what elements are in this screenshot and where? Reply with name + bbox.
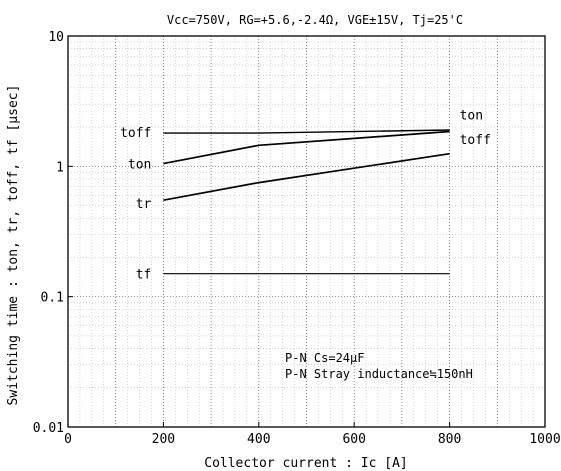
y-tick-label: 10 xyxy=(48,30,64,45)
x-tick-label: 600 xyxy=(342,432,365,447)
y-axis-ticks: 0.01 0.1 1 10 xyxy=(33,30,73,436)
annotation-cs: P-N Cs=24μF xyxy=(285,351,364,365)
y-tick-label: 0.01 xyxy=(33,421,64,436)
x-tick-label: 400 xyxy=(247,432,270,447)
series-label-tr-left: tr xyxy=(136,197,152,212)
plot-frame xyxy=(67,35,546,428)
series-line-tr xyxy=(163,152,450,202)
chart-title: Vcc=750V, RG=+5.6,-2.4Ω, VGE±15V, Tj=25'… xyxy=(167,13,463,27)
series-label-toff-right: toff xyxy=(460,133,491,148)
series-lines xyxy=(163,129,450,275)
series-label-toff-left: toff xyxy=(120,126,151,141)
series-line-toff xyxy=(163,129,450,134)
series-label-ton-right: ton xyxy=(460,109,483,124)
series-label-ton-left: ton xyxy=(128,158,151,173)
y-axis-label: Switching time : ton, tr, toff, tf [μsec… xyxy=(6,85,21,406)
y-tick-label: 1 xyxy=(56,160,64,175)
series-line-ton xyxy=(163,130,450,165)
x-tick-label: 800 xyxy=(438,432,461,447)
series-label-tf-left: tf xyxy=(136,268,152,283)
x-axis-label: Collector current : Ic [A] xyxy=(204,456,408,471)
x-axis-ticks: 0 200 400 600 800 1000 xyxy=(64,422,561,447)
series-labels: toff ton tr tf ton toff xyxy=(120,109,491,283)
x-tick-label: 1000 xyxy=(529,432,560,447)
x-tick-label: 0 xyxy=(64,432,72,447)
y-tick-label: 0.1 xyxy=(41,291,64,306)
grid xyxy=(68,36,545,427)
annotation-stray-inductance: P-N Stray inductance≒150nH xyxy=(285,367,473,381)
x-tick-label: 200 xyxy=(152,432,175,447)
